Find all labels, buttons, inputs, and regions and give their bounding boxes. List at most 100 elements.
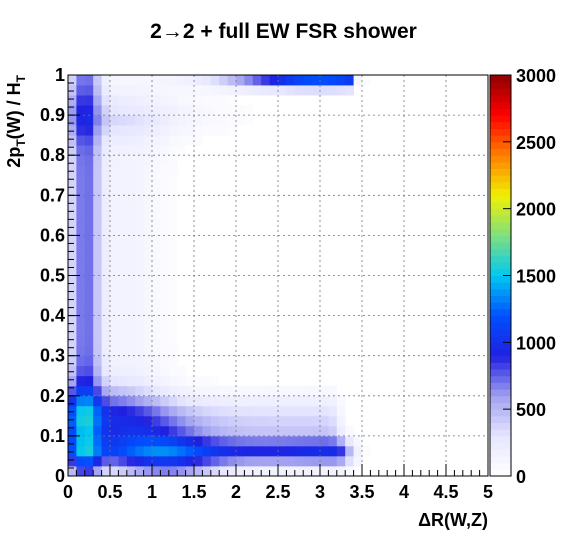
heatmap-cell	[93, 105, 102, 116]
heatmap-cell	[345, 85, 354, 96]
heatmap-cell	[84, 295, 94, 306]
heatmap-cell	[110, 105, 119, 116]
colorbar-swatch	[490, 302, 511, 310]
heatmap-cell	[76, 425, 86, 437]
heatmap-cell	[110, 305, 119, 316]
heatmap-cell	[236, 415, 245, 427]
heatmap-cell	[177, 105, 186, 116]
heatmap-cell	[194, 135, 203, 146]
heatmap-cell	[160, 285, 170, 296]
x-tick-label: 3.5	[349, 482, 374, 502]
heatmap-cell	[152, 255, 161, 266]
heatmap-cell	[101, 325, 111, 337]
heatmap-cell	[152, 375, 161, 387]
heatmap-cell	[261, 425, 270, 437]
heatmap-cell	[194, 85, 203, 96]
colorbar-swatch	[490, 155, 511, 163]
colorbar-swatch	[490, 208, 511, 216]
heatmap-cell	[84, 315, 94, 327]
heatmap-cell	[286, 405, 296, 417]
heatmap-cell	[84, 345, 94, 357]
heatmap-cell	[101, 315, 111, 327]
heatmap-cell	[110, 175, 119, 186]
heatmap-cell	[152, 275, 161, 286]
heatmap-cell	[143, 175, 153, 186]
colorbar-swatch	[490, 462, 511, 470]
heatmap-cell	[118, 115, 128, 126]
heatmap-cell	[152, 115, 161, 126]
heatmap-cell	[227, 455, 237, 467]
colorbar-swatch	[490, 248, 511, 256]
heatmap-cell	[160, 355, 170, 367]
heatmap-cell	[152, 345, 161, 357]
heatmap-cell	[126, 375, 136, 387]
colorbar-swatch	[490, 395, 511, 403]
heatmap-cell	[177, 365, 186, 377]
heatmap-cell	[185, 405, 195, 417]
heatmap-cell	[76, 85, 86, 96]
heatmap-cell	[244, 75, 254, 86]
heatmap-cell	[177, 435, 186, 447]
heatmap-cell	[345, 455, 354, 467]
colorbar-swatch	[490, 349, 511, 357]
heatmap-cell	[328, 405, 338, 417]
heatmap-cell	[152, 245, 161, 256]
heatmap-cell	[152, 145, 161, 156]
heatmap-cell	[76, 185, 86, 196]
heatmap-cell	[194, 435, 203, 447]
heatmap-cell	[101, 465, 111, 477]
heatmap-cell	[328, 415, 338, 427]
heatmap-cell	[168, 305, 178, 316]
heatmap-cell	[168, 425, 178, 437]
heatmap-cell	[118, 365, 128, 377]
heatmap-cell	[320, 405, 329, 417]
heatmap-cell	[93, 325, 102, 337]
heatmap-cell	[84, 355, 94, 367]
heatmap-cell	[185, 95, 195, 106]
heatmap-cell	[219, 425, 228, 437]
heatmap-cell	[68, 285, 77, 296]
heatmap-cell	[177, 75, 186, 86]
heatmap-cell	[194, 115, 203, 126]
heatmap-cell	[303, 395, 312, 407]
heatmap-cell	[68, 225, 77, 236]
heatmap-cell	[143, 95, 153, 106]
heatmap-cell	[244, 85, 254, 96]
colorbar-tick-label: 3000	[516, 66, 556, 86]
heatmap-cell	[177, 405, 186, 417]
colorbar-swatch	[490, 115, 511, 123]
heatmap-cell	[227, 465, 237, 477]
heatmap-cell	[168, 195, 178, 206]
heatmap-cell	[160, 165, 170, 176]
heatmap-cells	[68, 75, 371, 477]
heatmap-cell	[126, 325, 136, 337]
heatmap-cell	[194, 105, 203, 116]
heatmap-cell	[126, 405, 136, 417]
heatmap-cell	[101, 285, 111, 296]
colorbar-swatch	[490, 75, 511, 83]
heatmap-cell	[68, 395, 77, 407]
heatmap-cell	[252, 445, 262, 457]
heatmap-cell	[126, 245, 136, 256]
heatmap-cell	[185, 455, 195, 467]
heatmap-cell	[202, 435, 212, 447]
heatmap-cell	[168, 95, 178, 106]
heatmap-cell	[135, 115, 144, 126]
heatmap-cell	[84, 455, 94, 467]
heatmap-cell	[93, 415, 102, 427]
heatmap-cell	[93, 215, 102, 226]
heatmap-cell	[135, 265, 144, 276]
heatmap-cell	[160, 465, 170, 477]
heatmap-cell	[185, 115, 195, 126]
heatmap-cell	[152, 175, 161, 186]
heatmap-cell	[320, 445, 329, 457]
heatmap-cell	[118, 445, 128, 457]
heatmap-cell	[143, 255, 153, 266]
heatmap-cell	[118, 245, 128, 256]
heatmap-cell	[336, 85, 346, 96]
heatmap-cell	[168, 245, 178, 256]
heatmap-cell	[110, 375, 119, 387]
heatmap-cell	[336, 425, 346, 437]
y-tick-label: 0.5	[40, 266, 65, 286]
heatmap-cell	[278, 455, 287, 467]
